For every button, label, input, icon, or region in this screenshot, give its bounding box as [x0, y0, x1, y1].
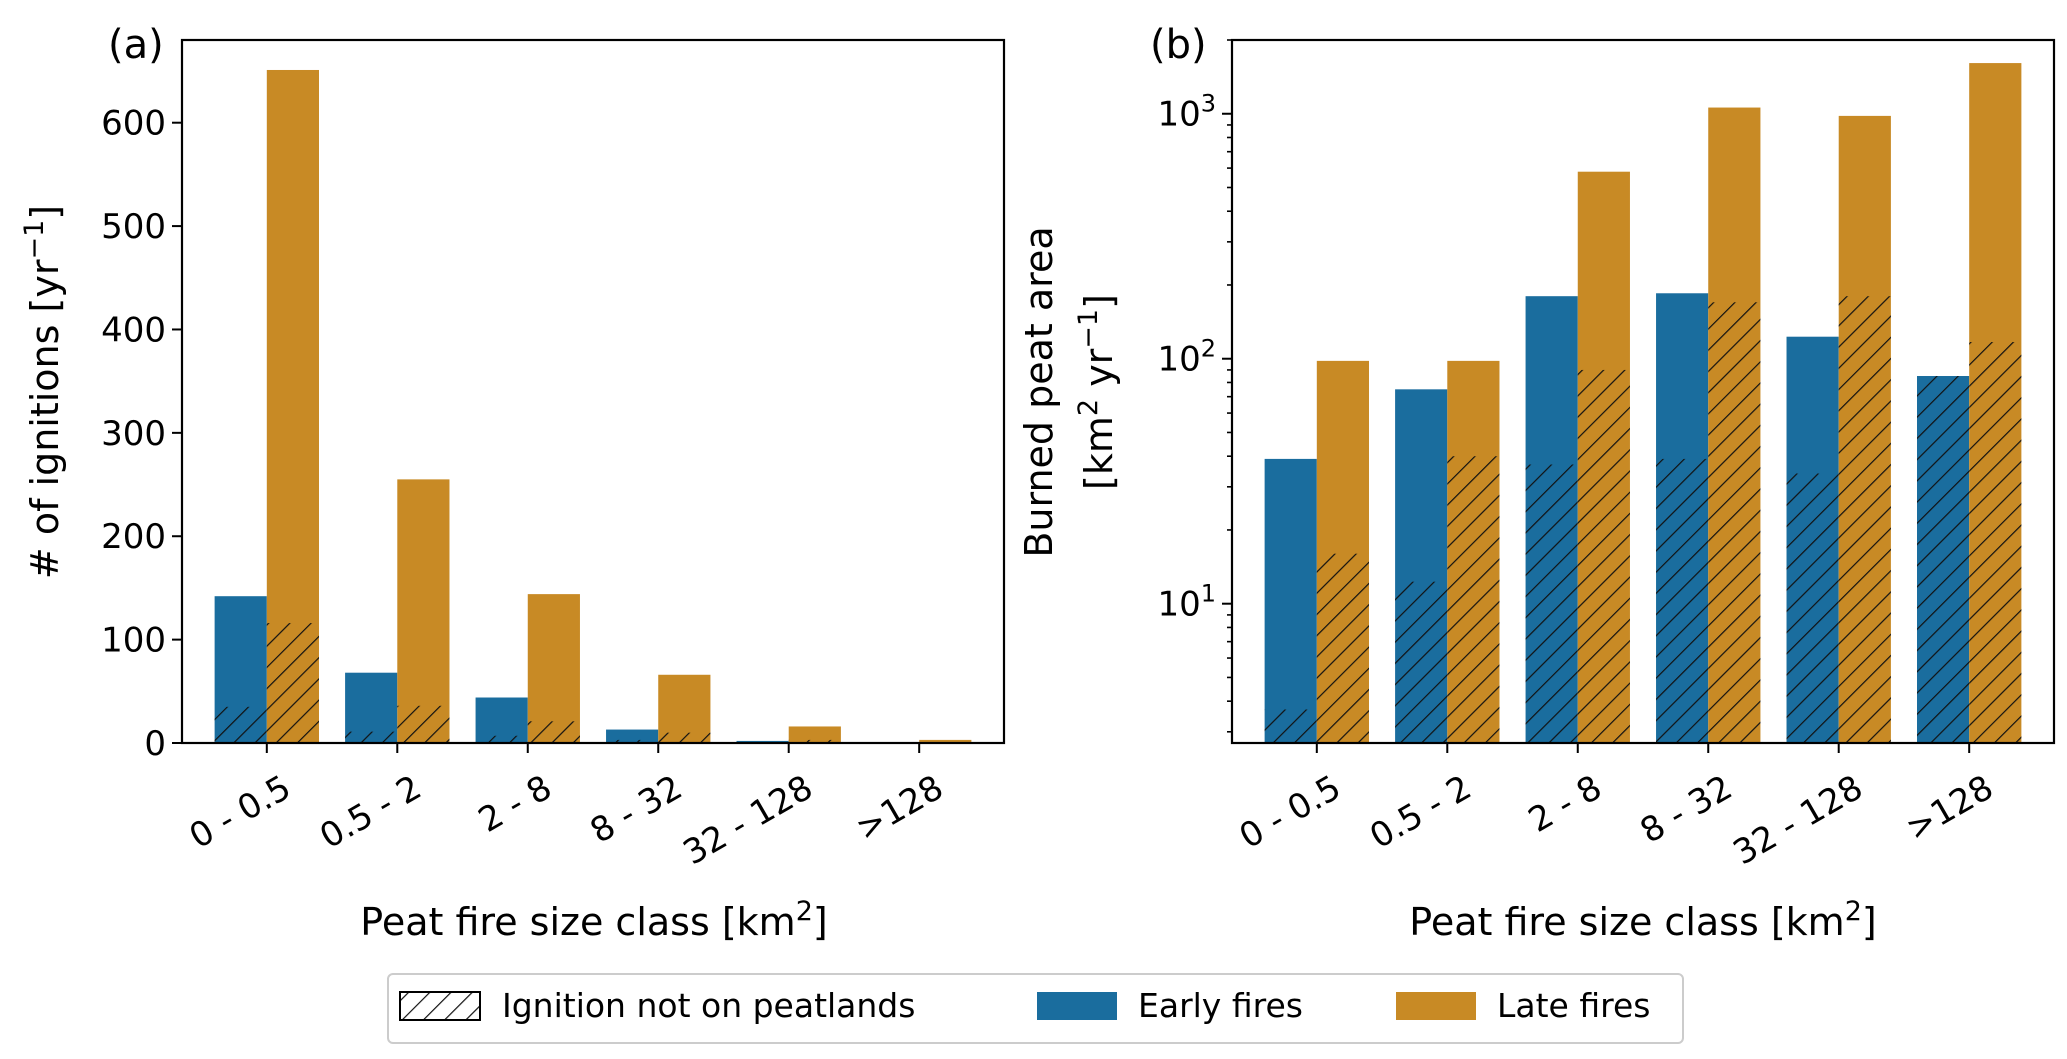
panel-a-bars: [214, 69, 972, 743]
y-tick-label: 600: [101, 104, 166, 144]
y-tick-label: 500: [101, 207, 166, 247]
bar-hatch-late-1: [1447, 456, 1500, 743]
bar-hatch-late-0: [1316, 553, 1369, 743]
bar-hatch-late-5: [1969, 342, 2022, 743]
panel-b-axes-frame: [1230, 38, 2056, 745]
bar-hatch-late-1: [397, 705, 450, 743]
bar-hatch-early-1: [345, 731, 398, 743]
y-tick-label: 300: [101, 414, 166, 454]
bar-late-1: [397, 479, 450, 743]
panel-a-label: (a): [108, 22, 164, 68]
x-tick-label: >128: [1899, 768, 2000, 849]
legend-item-early-fires: Early fires: [1037, 986, 1303, 1025]
y-tick-label: 400: [101, 310, 166, 350]
legend-item-late-fires: Late fires: [1396, 986, 1650, 1025]
bar-late-2: [527, 594, 580, 743]
y-tick-label: 103: [1157, 90, 1216, 135]
panel-b-bars: [1264, 63, 2022, 744]
x-tick-label: >128: [849, 768, 950, 849]
x-tick-label: 8 - 32: [1634, 768, 1740, 852]
bar-early-3: [606, 729, 659, 743]
bar-hatch-late-4: [788, 739, 841, 743]
y-tick-label: 200: [101, 517, 166, 557]
bar-hatch-early-2: [475, 735, 528, 743]
bar-late-4: [788, 726, 841, 743]
legend-label-early: Early fires: [1138, 986, 1303, 1025]
bar-hatch-late-2: [527, 721, 580, 743]
x-tick-label: 0.5 - 2: [313, 768, 428, 857]
y-tick-label: 101: [1157, 580, 1216, 625]
bar-late-3: [658, 674, 711, 743]
x-tick-label: 8 - 32: [584, 768, 690, 852]
y-tick-label: 0: [144, 724, 166, 764]
panel-b-y-axis-label-line2: [km2 yr−1]: [1073, 294, 1121, 490]
bar-hatch-early-0: [214, 706, 267, 743]
panel-b-label: (b): [1150, 22, 1207, 68]
bar-hatch-late-3: [658, 732, 711, 743]
bar-hatch-early-4: [1786, 473, 1839, 743]
bar-late-5: [919, 739, 972, 743]
bar-hatch-early-0: [1264, 709, 1317, 743]
panel-b-y-ticks: 101 102 103: [1157, 39, 1232, 733]
bar-hatch-early-2: [1525, 464, 1578, 743]
legend: Ignition not on peatlands Early fires La…: [387, 973, 1684, 1044]
x-tick-label: 32 - 128: [1727, 768, 1870, 874]
x-tick-label: 0 - 0.5: [183, 768, 298, 857]
bar-hatch-early-1: [1395, 581, 1448, 743]
panel-a-x-axis-label: Peat fire size class [km2]: [360, 896, 827, 944]
bar-early-0: [1264, 458, 1317, 743]
bar-hatch-late-0: [266, 623, 319, 743]
bar-hatch-late-2: [1577, 369, 1630, 743]
legend-swatch-early: [1037, 992, 1117, 1020]
y-tick-label: 102: [1157, 335, 1216, 380]
bar-hatch-late-3: [1708, 302, 1761, 743]
bar-early-1: [345, 672, 398, 743]
panel-a-axes-frame: [180, 38, 1006, 745]
legend-item-ignition-not-on-peatlands: Ignition not on peatlands: [399, 986, 915, 1025]
x-tick-label: 2 - 8: [1522, 768, 1609, 841]
x-tick-label: 0.5 - 2: [1363, 768, 1478, 857]
bar-hatch-late-4: [1838, 296, 1891, 743]
bar-hatch-early-5: [1917, 376, 1970, 743]
panel-b-x-axis-label: Peat fire size class [km2]: [1409, 896, 1876, 944]
legend-label-hatch: Ignition not on peatlands: [502, 986, 915, 1025]
legend-frame: [387, 973, 1684, 1044]
legend-label-late: Late fires: [1497, 986, 1650, 1025]
bar-early-2: [475, 697, 528, 743]
legend-swatch-hatch: [399, 991, 481, 1021]
panel-a-y-ticks: 0 100 200 300 400 500 600: [101, 104, 182, 764]
bar-hatch-early-3: [606, 739, 659, 743]
bar-hatch-early-3: [1656, 458, 1709, 743]
x-tick-label: 32 - 128: [677, 768, 820, 874]
x-tick-label: 0 - 0.5: [1233, 768, 1348, 857]
legend-swatch-late: [1396, 992, 1476, 1020]
panel-a-y-axis-label: # of ignitions [yr−1]: [19, 205, 67, 579]
y-tick-label: 100: [101, 621, 166, 661]
panel-a-chart: 0 100 200 300 400 500 600 0 - 0.5 0.5 - 2 2 - 8 8…: [19, 22, 1006, 944]
panel-b-y-axis-label-line1: Burned peat area: [1017, 226, 1061, 557]
x-tick-label: 2 - 8: [472, 768, 559, 841]
